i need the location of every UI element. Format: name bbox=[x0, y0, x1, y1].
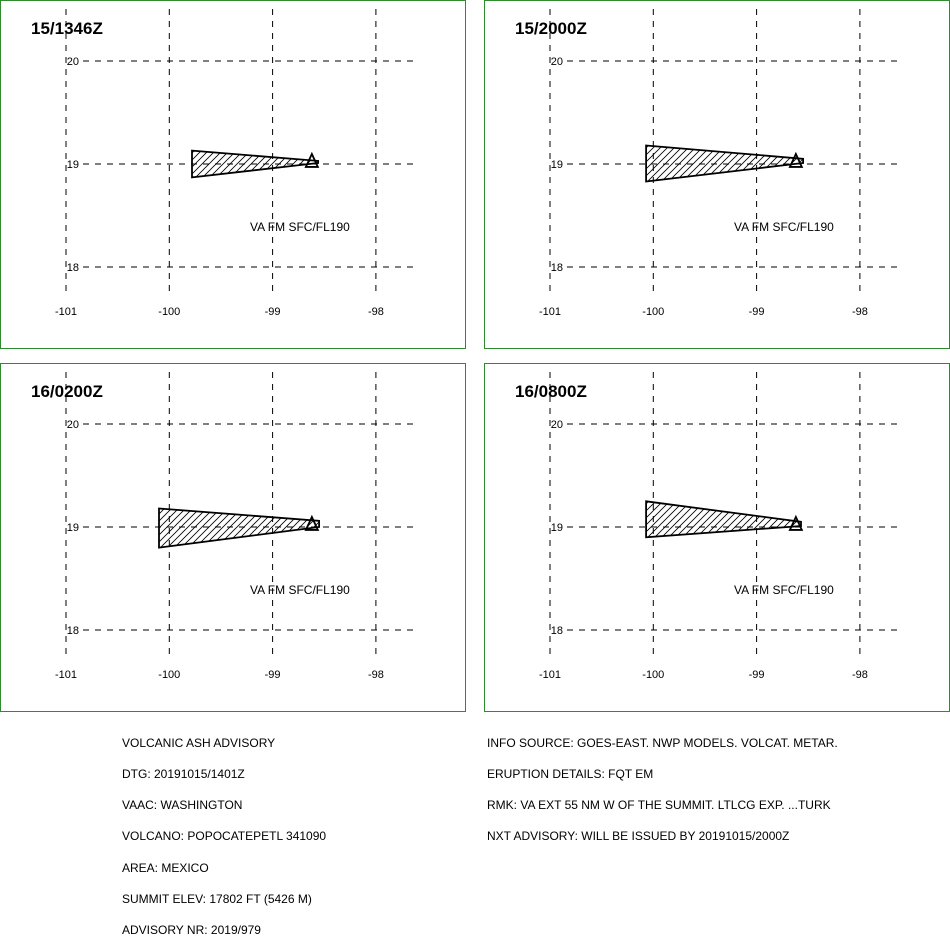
ash-level-label: VA FM SFC/FL190 bbox=[250, 583, 350, 597]
panel-title: 16/0800Z bbox=[515, 382, 587, 401]
footer-line: AREA: MEXICO bbox=[122, 860, 209, 875]
volcano-icon bbox=[788, 151, 804, 168]
latitude-tick-label: 19 bbox=[551, 159, 563, 171]
longitude-tick-label: -100 bbox=[642, 669, 664, 681]
longitude-tick-label: -99 bbox=[265, 306, 281, 318]
footer-line: NXT ADVISORY: WILL BE ISSUED BY 20191015… bbox=[487, 829, 790, 844]
ash-level-label: VA FM SFC/FL190 bbox=[734, 220, 834, 234]
latitude-tick-label: 19 bbox=[67, 522, 79, 534]
panel-title: 16/0200Z bbox=[31, 382, 103, 401]
map-panel-3: -101 -100 -99 -98 20 19 18 VA FM SFC/FL190 16/0… bbox=[0, 363, 466, 712]
latitude-tick-label: 20 bbox=[67, 56, 79, 68]
longitude-tick-label: -99 bbox=[265, 669, 281, 681]
panel-title: 15/1346Z bbox=[31, 19, 103, 38]
longitude-tick-label: -99 bbox=[749, 306, 765, 318]
latitude-tick-label: 19 bbox=[551, 522, 563, 534]
ash-cloud-polygon bbox=[645, 144, 805, 183]
volcano-icon bbox=[788, 514, 804, 531]
footer-line: VAAC: WASHINGTON bbox=[122, 798, 243, 813]
latitude-tick-label: 18 bbox=[551, 262, 563, 274]
map-canvas: -101 -100 -99 -98 20 19 18 VA FM SFC/FL190 bbox=[539, 372, 901, 681]
panel-title: 15/2000Z bbox=[515, 19, 587, 38]
footer-line: SUMMIT ELEV: 17802 FT (5426 M) bbox=[122, 891, 312, 906]
map-canvas: -101 -100 -99 -98 20 19 18 VA FM SFC/FL190 bbox=[55, 372, 417, 681]
latitude-tick-label: 20 bbox=[551, 56, 563, 68]
longitude-tick-label: -101 bbox=[539, 306, 561, 318]
map-panel-2: -101 -100 -99 -98 20 19 18 VA FM SFC/FL190 15/2… bbox=[484, 0, 950, 349]
longitude-tick-label: -101 bbox=[539, 669, 561, 681]
ash-cloud-polygon bbox=[158, 507, 321, 549]
latitude-tick-label: 20 bbox=[551, 419, 563, 431]
map-canvas: -101 -100 -99 -98 20 19 18 VA FM SFC/FL190 bbox=[539, 9, 901, 318]
map-canvas: -101 -100 -99 -98 20 19 18 VA FM SFC/FL190 bbox=[55, 9, 417, 318]
longitude-tick-label: -98 bbox=[852, 306, 868, 318]
footer-line: RMK: VA EXT 55 NM W OF THE SUMMIT. LTLCG… bbox=[487, 798, 831, 813]
latitude-tick-label: 18 bbox=[551, 625, 563, 637]
footer-line: ERUPTION DETAILS: FQT EM bbox=[487, 767, 654, 782]
latitude-tick-label: 20 bbox=[67, 419, 79, 431]
longitude-tick-label: -98 bbox=[368, 669, 384, 681]
longitude-tick-label: -101 bbox=[55, 306, 77, 318]
latitude-tick-label: 19 bbox=[67, 159, 79, 171]
volcano-icon bbox=[304, 151, 320, 168]
advisory-info-right: INFO SOURCE: GOES-EAST. NWP MODELS. VOLC… bbox=[487, 717, 838, 852]
map-panel-1: -101 -100 -99 -98 20 19 18 VA FM SFC/FL190 15/1… bbox=[0, 0, 466, 349]
ash-cloud-polygon bbox=[645, 500, 802, 539]
longitude-tick-label: -100 bbox=[642, 306, 664, 318]
longitude-tick-label: -99 bbox=[749, 669, 765, 681]
longitude-tick-label: -101 bbox=[55, 669, 77, 681]
advisory-info-left: VOLCANIC ASH ADVISORY DTG: 20191015/1401… bbox=[122, 717, 326, 946]
map-panel-4: -101 -100 -99 -98 20 19 18 VA FM SFC/FL190 16/0… bbox=[484, 363, 950, 712]
longitude-tick-label: -100 bbox=[158, 306, 180, 318]
ash-level-label: VA FM SFC/FL190 bbox=[734, 583, 834, 597]
footer-line: ADVISORY NR: 2019/979 bbox=[122, 923, 261, 938]
longitude-tick-label: -98 bbox=[368, 306, 384, 318]
latitude-tick-label: 18 bbox=[67, 262, 79, 274]
ash-cloud-polygon bbox=[191, 149, 320, 179]
footer-line: VOLCANIC ASH ADVISORY bbox=[122, 735, 276, 750]
ash-level-label: VA FM SFC/FL190 bbox=[250, 220, 350, 234]
volcano-icon bbox=[304, 514, 320, 531]
footer-line: VOLCANO: POPOCATEPETL 341090 bbox=[122, 829, 327, 844]
footer-line: DTG: 20191015/1401Z bbox=[122, 767, 245, 782]
latitude-tick-label: 18 bbox=[67, 625, 79, 637]
longitude-tick-label: -98 bbox=[852, 669, 868, 681]
longitude-tick-label: -100 bbox=[158, 669, 180, 681]
footer-line: INFO SOURCE: GOES-EAST. NWP MODELS. VOLC… bbox=[487, 735, 838, 750]
